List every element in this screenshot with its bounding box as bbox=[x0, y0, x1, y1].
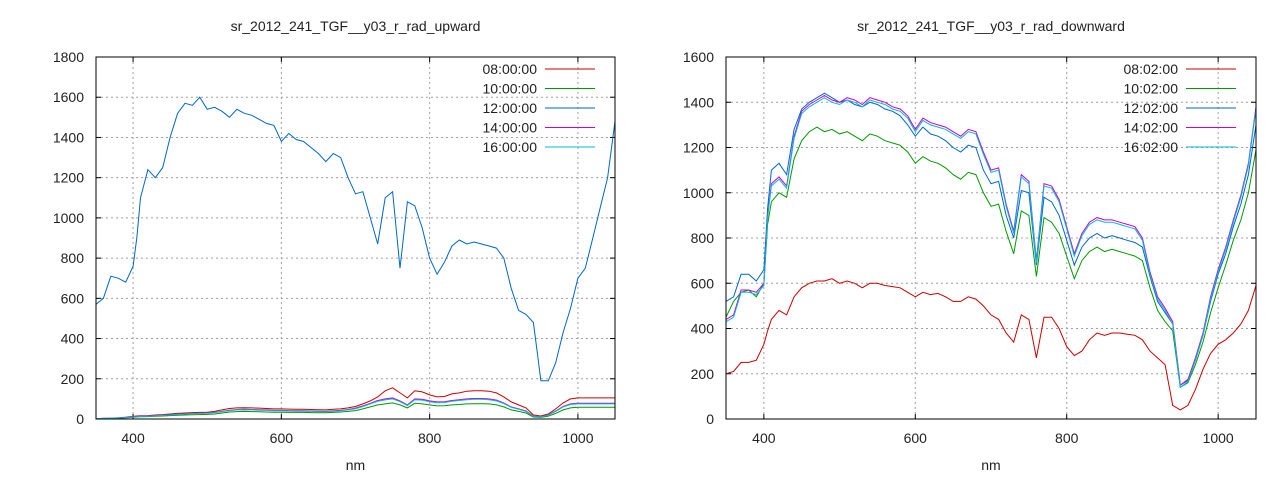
x-tick-label: 600 bbox=[270, 430, 294, 446]
x-tick-label: 400 bbox=[121, 430, 145, 446]
legend-label: 12:00:00 bbox=[483, 100, 538, 116]
plot-frame bbox=[725, 56, 1257, 420]
y-tick-label: 200 bbox=[61, 371, 85, 387]
legend-label: 10:00:00 bbox=[483, 81, 538, 97]
y-tick-label: 0 bbox=[706, 411, 714, 427]
x-tick-label: 1000 bbox=[1203, 430, 1234, 446]
x-axis-label: nm bbox=[346, 457, 365, 473]
x-tick-label: 600 bbox=[904, 430, 928, 446]
series-line-160000 bbox=[96, 398, 615, 419]
x-tick-label: 1000 bbox=[562, 430, 593, 446]
y-tick-label: 1400 bbox=[53, 129, 84, 145]
chart-title: sr_2012_241_TGF__y03_r_rad_downward bbox=[857, 18, 1125, 34]
y-tick-label: 1800 bbox=[53, 49, 84, 65]
y-tick-label: 200 bbox=[691, 366, 715, 382]
y-tick-label: 1200 bbox=[683, 140, 714, 156]
series-line-120000 bbox=[96, 96, 615, 382]
series-line-100200 bbox=[726, 126, 1256, 389]
downward-radiance-chart: sr_2012_241_TGF__y03_r_rad_downward 0 200 4… bbox=[683, 18, 1257, 473]
legend-label: 08:00:00 bbox=[483, 61, 538, 77]
x-tick-label: 400 bbox=[752, 430, 776, 446]
x-axis-label: nm bbox=[981, 457, 1000, 473]
x-tick-label: 800 bbox=[418, 430, 442, 446]
legend-label: 10:02:00 bbox=[1124, 81, 1179, 97]
legend-label: 16:02:00 bbox=[1124, 139, 1179, 155]
legend-label: 16:00:00 bbox=[483, 139, 538, 155]
series-line-160200 bbox=[726, 97, 1256, 389]
y-tick-label: 1000 bbox=[683, 185, 714, 201]
y-tick-label: 1600 bbox=[53, 89, 84, 105]
x-tick-label: 800 bbox=[1055, 430, 1079, 446]
y-tick-label: 400 bbox=[61, 331, 85, 347]
y-tick-label: 1200 bbox=[53, 170, 84, 186]
series-line-080200 bbox=[726, 278, 1256, 411]
series-line-120200 bbox=[726, 92, 1256, 386]
series-line-080000 bbox=[96, 387, 615, 419]
y-tick-label: 1600 bbox=[683, 49, 714, 65]
legend-label: 12:02:00 bbox=[1124, 100, 1179, 116]
y-tick-label: 600 bbox=[61, 290, 85, 306]
chart-title: sr_2012_241_TGF__y03_r_rad_upward bbox=[231, 18, 481, 34]
series-line-100000 bbox=[96, 402, 615, 419]
y-tick-label: 1400 bbox=[683, 94, 714, 110]
y-tick-label: 1000 bbox=[53, 210, 84, 226]
y-tick-label: 400 bbox=[691, 321, 715, 337]
y-tick-label: 0 bbox=[76, 411, 84, 427]
legend-label: 08:02:00 bbox=[1124, 61, 1179, 77]
plot-frame bbox=[95, 56, 616, 420]
y-tick-label: 800 bbox=[691, 230, 715, 246]
y-tick-label: 800 bbox=[61, 250, 85, 266]
y-tick-label: 600 bbox=[691, 275, 715, 291]
upward-radiance-chart: sr_2012_241_TGF__y03_r_rad_upward 0 200 400… bbox=[53, 18, 616, 473]
legend-label: 14:02:00 bbox=[1124, 120, 1179, 136]
series-line-140200 bbox=[726, 94, 1256, 387]
legend-label: 14:00:00 bbox=[483, 120, 538, 136]
